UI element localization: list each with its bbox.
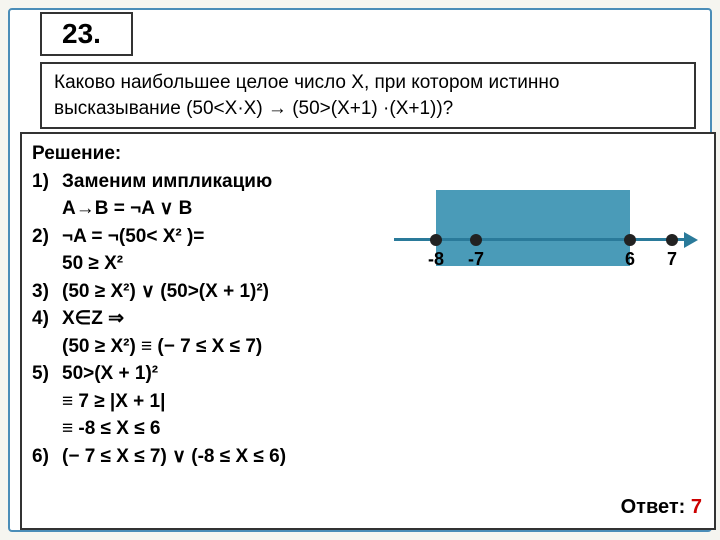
axis-point: [470, 234, 482, 246]
axis-arrow-icon: [684, 232, 698, 248]
number-line-diagram: -8 -7 6 7: [394, 190, 704, 310]
step-number: [32, 388, 62, 416]
question-line1: Каково наибольшее целое число X, при кот…: [54, 70, 682, 96]
answer-value: 7: [691, 496, 702, 518]
axis-point: [430, 234, 442, 246]
step-number: [32, 333, 62, 361]
task-number-box: 23.: [40, 12, 133, 56]
solution-line: 6)(− 7 ≤ X ≤ 7) ∨ (-8 ≤ X ≤ 6): [32, 443, 704, 471]
axis-label: -7: [468, 246, 484, 272]
solution-title: Решение:: [32, 140, 704, 168]
axis-label: -8: [428, 246, 444, 272]
step-number: 4): [32, 305, 62, 333]
step-number: [32, 250, 62, 278]
step-number: 3): [32, 278, 62, 306]
step-text: 50>(X + 1)²: [62, 360, 704, 388]
solution-line: (50 ≥ X²) ≡ (− 7 ≤ X ≤ 7): [32, 333, 704, 361]
answer-label: Ответ:: [621, 496, 686, 518]
step-number: [32, 195, 62, 223]
question-line2: высказывание (50<X·X) → (50>(X+1) ·(X+1)…: [54, 96, 682, 122]
axis-label: 6: [625, 246, 635, 272]
solution-line: ≡ -8 ≤ X ≤ 6: [32, 415, 704, 443]
solution-box: Решение: 1)Заменим импликациюA→B = ¬A ∨ …: [20, 132, 716, 530]
solution-line: ≡ 7 ≥ |X + 1|: [32, 388, 704, 416]
step-text: (− 7 ≤ X ≤ 7) ∨ (-8 ≤ X ≤ 6): [62, 443, 704, 471]
step-text: ≡ 7 ≥ |X + 1|: [62, 388, 704, 416]
axis-point: [666, 234, 678, 246]
axis-label: 7: [667, 246, 677, 272]
step-text: (50 ≥ X²) ≡ (− 7 ≤ X ≤ 7): [62, 333, 704, 361]
step-number: 2): [32, 223, 62, 251]
slide-frame: 23. Каково наибольшее целое число X, при…: [8, 8, 712, 532]
step-number: 1): [32, 168, 62, 196]
step-number: 5): [32, 360, 62, 388]
step-text: ≡ -8 ≤ X ≤ 6: [62, 415, 704, 443]
question-box: Каково наибольшее целое число X, при кот…: [40, 62, 696, 129]
step-number: [32, 415, 62, 443]
step-number: 6): [32, 443, 62, 471]
solution-line: 5)50>(X + 1)²: [32, 360, 704, 388]
shaded-region: [436, 190, 630, 266]
answer: Ответ: 7: [621, 493, 702, 522]
task-number: 23.: [62, 18, 101, 49]
axis-point: [624, 234, 636, 246]
